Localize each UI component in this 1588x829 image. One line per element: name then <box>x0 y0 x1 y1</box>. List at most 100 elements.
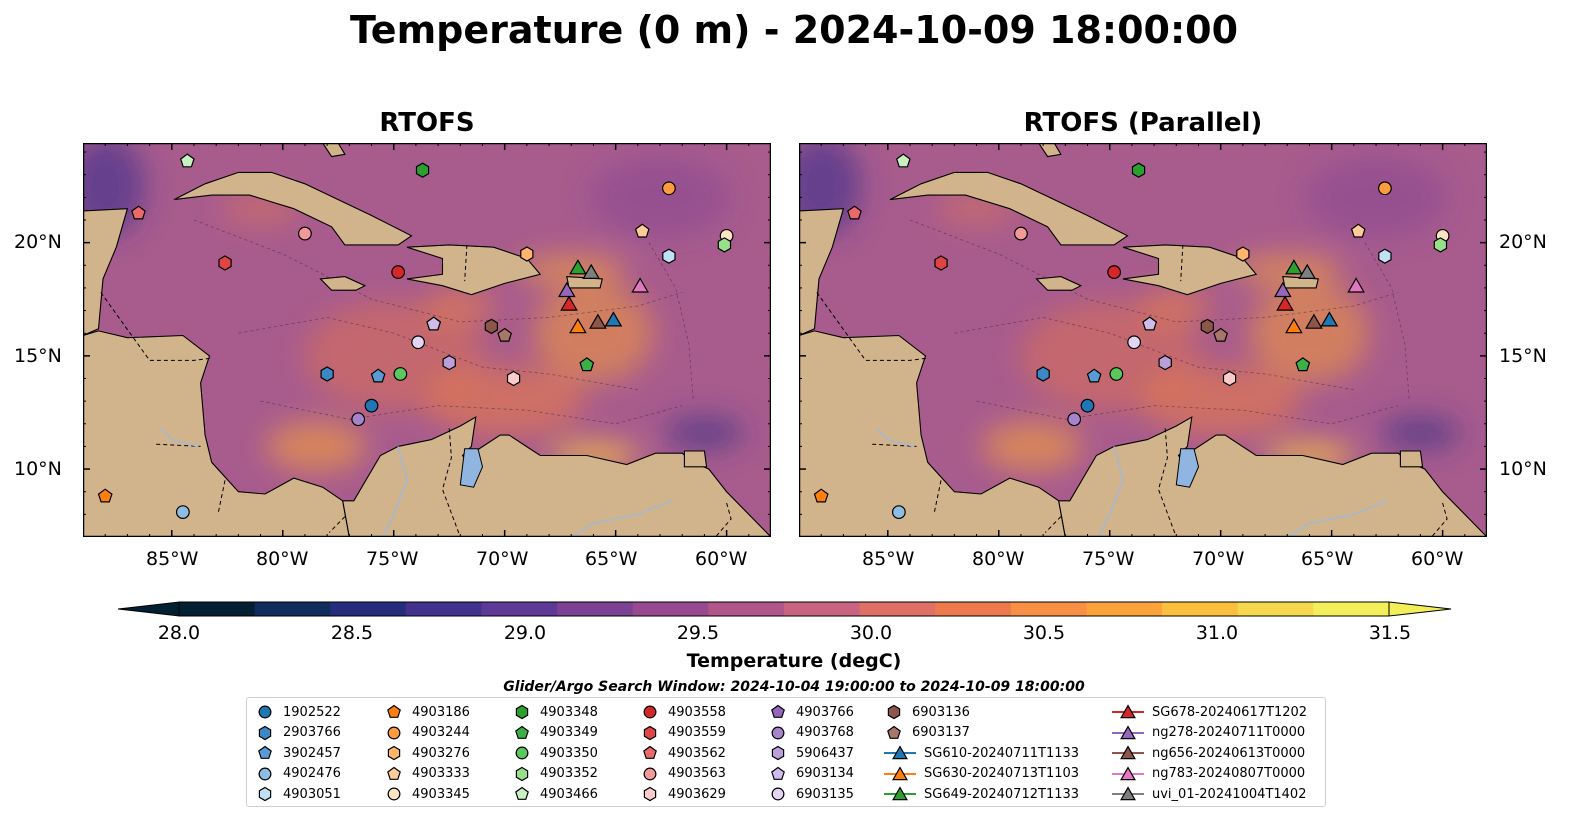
float-marker-4903350 <box>393 367 408 381</box>
legend-label: 4903276 <box>412 745 470 761</box>
legend-marker-triangle-line <box>884 765 916 780</box>
legend-label: 4903558 <box>668 704 726 720</box>
colorbar-tick-label: 30.0 <box>849 622 893 644</box>
legend-item: 3902457 <box>255 743 341 763</box>
legend-marker-circle <box>771 726 785 739</box>
legend-marker-triangle-line <box>1112 724 1144 739</box>
glider-marker-SG678-20240617T1202 <box>560 295 578 311</box>
legend-label: 1902522 <box>283 704 341 720</box>
legend-item: uvi_01-20241004T1402 <box>1112 784 1306 804</box>
float-marker-6903137 <box>1213 327 1229 342</box>
legend-marker-pentagon <box>515 786 529 800</box>
float-marker-6903134 <box>1142 316 1158 331</box>
map-frame <box>83 143 771 537</box>
legend-label: 4903348 <box>540 704 598 720</box>
legend-item: SG630-20240713T1103 <box>884 764 1079 784</box>
lon-tick-label: 70°W <box>1192 548 1245 570</box>
float-marker-4903333 <box>634 223 650 238</box>
national-border <box>816 292 928 361</box>
legend-label: 4903563 <box>668 766 726 781</box>
float-marker-6903136 <box>1200 318 1214 335</box>
legend-symbol <box>643 786 657 802</box>
legend-marker-hexagon <box>515 766 529 781</box>
float-marker-4903352 <box>1433 237 1448 253</box>
glider-marker-ng278-20240711T0000 <box>557 281 576 298</box>
lon-tick-label: 65°W <box>585 548 638 570</box>
legend-item: 4903562 <box>640 743 726 763</box>
colorbar-segment <box>708 602 785 616</box>
legend-label: 6903137 <box>912 725 970 740</box>
float-marker-4903558 <box>391 265 406 279</box>
bathymetry-contour <box>648 242 694 402</box>
bathymetry-contour <box>193 219 683 323</box>
legend-symbol <box>258 725 272 740</box>
national-border <box>1431 502 1448 537</box>
legend-label: 4903629 <box>668 786 726 802</box>
float-marker-4903348 <box>415 162 430 178</box>
legend-marker-pentagon <box>387 704 401 718</box>
river <box>1097 446 1124 537</box>
legend-symbol <box>515 766 529 781</box>
national-border <box>715 502 732 537</box>
map-panel-rtofs[interactable] <box>83 143 771 537</box>
south-america-landmass <box>342 415 771 537</box>
panel-title-rtofs-parallel: RTOFS (Parallel) <box>1023 108 1263 138</box>
legend-label: uvi_01-20241004T1402 <box>1152 786 1307 802</box>
float-marker-4903350 <box>1109 367 1124 381</box>
float-marker-4903559 <box>934 255 948 271</box>
bathymetry-contour <box>260 400 683 425</box>
legend-marker-triangle-line <box>1112 786 1144 801</box>
legend-symbol <box>387 766 401 780</box>
float-marker-4903186 <box>813 488 829 503</box>
float-marker-6903135 <box>1127 335 1142 350</box>
bathymetry-contour <box>238 316 638 391</box>
float-marker-5906437 <box>442 354 456 371</box>
legend-label: SG610-20240711T1133 <box>924 745 1080 761</box>
legend-label: ng278-20240711T0000 <box>1152 725 1306 740</box>
legend-marker-pentagon <box>643 745 657 759</box>
legend-marker-pentagon <box>771 704 785 718</box>
float-marker-4903186 <box>97 488 113 503</box>
legend-item: ng656-20240613T0000 <box>1112 743 1305 763</box>
legend-label: ng783-20240807T0000 <box>1152 766 1306 781</box>
legend-symbol <box>892 745 908 760</box>
legend-item: 6903136 <box>884 702 970 722</box>
legend-item: 4903349 <box>512 723 598 743</box>
legend-label: 3902457 <box>283 745 341 761</box>
float-marker-6903136 <box>484 318 498 335</box>
legend-item: 4903766 <box>768 702 854 722</box>
legend-item: ng783-20240807T0000 <box>1112 764 1305 784</box>
bathymetry-contour <box>909 219 1399 323</box>
legend-symbol <box>515 746 529 760</box>
float-marker-4903349 <box>1295 357 1311 372</box>
legend-label: SG649-20240712T1133 <box>924 786 1080 802</box>
colorbar-tick-label: 29.5 <box>676 622 720 644</box>
legend-label: 4903244 <box>412 725 470 740</box>
legend-symbol <box>892 786 908 801</box>
cuba-landmass <box>889 171 1129 246</box>
legend-marker-pentagon <box>258 745 272 759</box>
float-marker-6903137 <box>497 327 513 342</box>
legend-symbol <box>387 745 401 761</box>
float-marker-4903352 <box>717 237 732 253</box>
legend-label: 4903345 <box>412 786 470 802</box>
map-panel-rtofs-parallel[interactable] <box>799 143 1487 537</box>
colorbar-segment <box>1010 602 1087 616</box>
jamaica-landmass <box>319 276 367 291</box>
search-window-text: Glider/Argo Search Window: 2024-10-04 19… <box>503 679 1085 695</box>
legend-symbol <box>643 725 657 740</box>
lon-tick-label: 75°W <box>366 548 419 570</box>
legend-symbol <box>387 787 401 801</box>
float-marker-4903558 <box>1107 265 1122 279</box>
float-marker-4903276 <box>1236 246 1250 262</box>
legend-marker-hexagon <box>643 725 657 740</box>
float-marker-4903562 <box>847 205 862 220</box>
legend-marker-circle <box>515 746 529 760</box>
legend-label: 4903051 <box>283 786 341 802</box>
legend-marker-hexagon <box>515 704 529 720</box>
river <box>381 446 408 537</box>
national-border <box>933 480 942 513</box>
national-border <box>1044 516 1062 533</box>
legend-item: 4903352 <box>512 764 598 784</box>
lon-tick-label: 70°W <box>476 548 529 570</box>
